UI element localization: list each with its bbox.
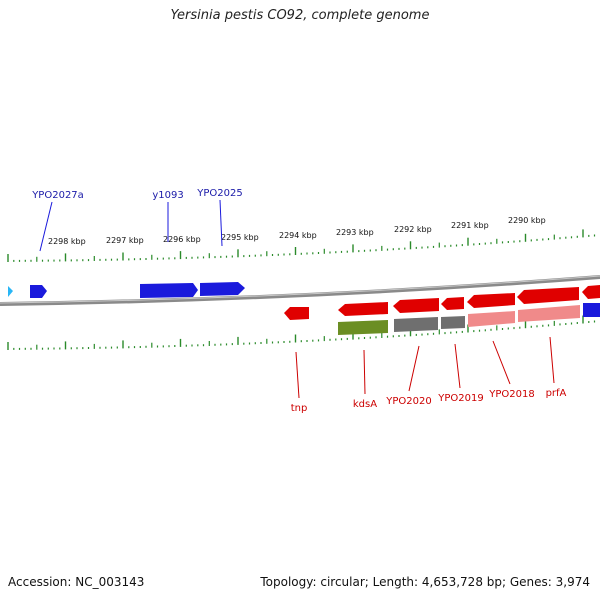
gene-arrow-reverse[interactable]: [517, 287, 579, 304]
upper-tick-row: [7, 229, 596, 262]
label-leader-reverse: [454, 343, 461, 389]
feature-block-gray[interactable]: [394, 317, 438, 332]
gene-label-reverse[interactable]: YPO2020: [385, 396, 431, 407]
feature-block-olive[interactable]: [338, 320, 388, 335]
gene-arrow-reverse[interactable]: [582, 285, 600, 299]
gene-label-reverse[interactable]: prfA: [546, 388, 567, 399]
gene-label-reverse[interactable]: tnp: [291, 403, 308, 414]
gene-arrow-reverse[interactable]: [284, 307, 309, 320]
kbp-label: 2290 kbp: [508, 216, 546, 225]
label-leader-forward: [39, 201, 53, 252]
kbp-label: 2296 kbp: [163, 235, 201, 244]
gene-arrow-reverse[interactable]: [338, 302, 388, 316]
kbp-label: 2294 kbp: [279, 231, 317, 240]
kbp-label: 2293 kbp: [336, 228, 374, 237]
gene-arrow-forward[interactable]: [140, 283, 198, 298]
gene-arrow-forward[interactable]: [200, 282, 245, 296]
gene-label-reverse[interactable]: YPO2018: [488, 389, 534, 400]
kbp-label: 2292 kbp: [394, 225, 432, 234]
gene-arrow-reverse[interactable]: [467, 293, 515, 308]
gene-label-reverse[interactable]: YPO2019: [437, 393, 483, 404]
gene-label-reverse[interactable]: kdsA: [353, 399, 377, 410]
label-leader-forward: [219, 199, 223, 247]
feature-block-gray[interactable]: [441, 316, 465, 329]
kbp-label: 2297 kbp: [106, 236, 144, 245]
map-title: Yersinia pestis CO92, complete genome: [170, 8, 430, 23]
label-leader-reverse: [549, 336, 555, 384]
gene-label-forward[interactable]: y1093: [152, 190, 183, 201]
feature-block-pink[interactable]: [518, 305, 580, 322]
gene-arrow-forward[interactable]: [8, 286, 13, 297]
label-leader-reverse: [492, 340, 511, 385]
kbp-label: 2291 kbp: [451, 221, 489, 230]
feature-block-pink[interactable]: [468, 311, 515, 327]
lower-tick-row: [7, 315, 596, 350]
gene-arrow-forward[interactable]: [30, 285, 47, 298]
genome-summary-text: Topology: circular; Length: 4,653,728 bp…: [260, 575, 590, 589]
gene-label-forward[interactable]: YPO2025: [196, 188, 242, 199]
gene-arrow-reverse[interactable]: [441, 297, 464, 310]
kbp-label: 2295 kbp: [221, 233, 259, 242]
gene-arrow-reverse[interactable]: [393, 298, 439, 313]
accession-text: Accession: NC_003143: [8, 575, 145, 589]
gene-label-forward[interactable]: YPO2027a: [31, 190, 84, 201]
kbp-label: 2298 kbp: [48, 237, 86, 246]
gene-forward-edge: [583, 303, 600, 317]
label-leader-reverse: [363, 349, 366, 395]
genome-backbone: [0, 275, 600, 306]
label-leader-reverse: [408, 345, 420, 392]
label-leader-reverse: [295, 351, 300, 399]
